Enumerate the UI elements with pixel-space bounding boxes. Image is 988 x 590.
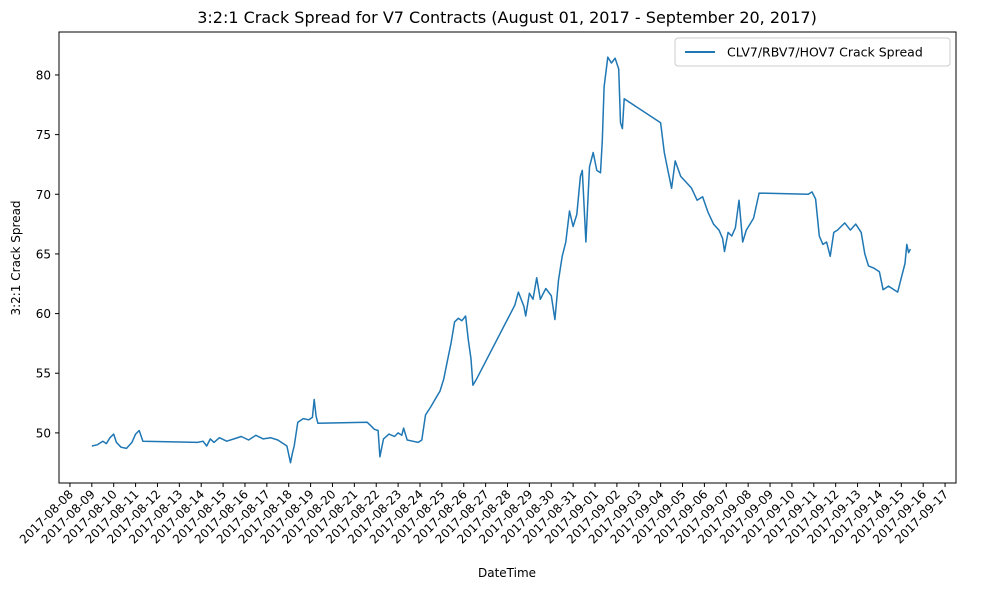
chart-title: 3:2:1 Crack Spread for V7 Contracts (Aug…	[197, 8, 817, 27]
legend: CLV7/RBV7/HOV7 Crack Spread	[674, 37, 951, 67]
series-line-0	[91, 56, 912, 464]
y-axis-label: 3:2:1 Crack Spread	[9, 200, 23, 315]
series-lines	[91, 56, 912, 464]
legend-label: CLV7/RBV7/HOV7 Crack Spread	[727, 45, 923, 60]
legend-box	[674, 37, 951, 67]
x-axis: 2017-08-082017-08-092017-08-102017-08-11…	[17, 483, 951, 546]
plot-frame	[58, 31, 957, 484]
y-axis: 50 55 60 65 70 75 80	[36, 68, 59, 440]
y-tick-label: 60	[36, 307, 51, 321]
y-tick-label: 80	[36, 68, 51, 82]
y-tick-label: 75	[36, 128, 51, 142]
y-tick-label: 55	[36, 367, 51, 381]
y-tick-label: 65	[36, 247, 51, 261]
x-axis-label: DateTime	[478, 566, 536, 580]
y-tick-label: 50	[36, 426, 51, 440]
y-tick-label: 70	[36, 188, 51, 202]
